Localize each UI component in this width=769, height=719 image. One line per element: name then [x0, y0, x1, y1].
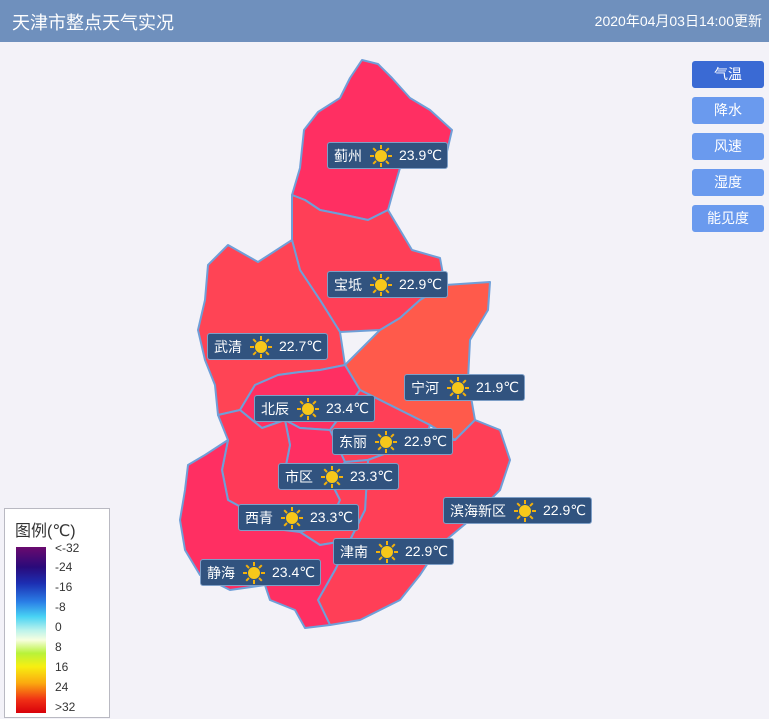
legend-tick: 24 [55, 680, 69, 694]
humidity-button[interactable]: 湿度 [692, 169, 764, 196]
legend-tick: -24 [55, 560, 73, 574]
legend-tick: >32 [55, 700, 76, 714]
station-temp: 22.9℃ [399, 276, 442, 292]
visibility-button[interactable]: 能见度 [692, 205, 764, 232]
station-temp: 23.4℃ [272, 564, 315, 580]
station-label-xiqing[interactable]: 西青 23.3℃ [238, 504, 359, 531]
station-temp: 23.3℃ [310, 509, 353, 525]
station-temp: 23.4℃ [326, 400, 369, 416]
legend-title: 图例(℃) [15, 523, 76, 540]
station-temp: 22.7℃ [279, 338, 322, 354]
legend-tick: 16 [55, 660, 69, 674]
temperature-button[interactable]: 气温 [692, 61, 764, 88]
legend-tick: 8 [55, 640, 62, 654]
header-bar: 天津市整点天气实况 2020年04月03日14:00更新 [0, 0, 769, 42]
sun-icon [446, 376, 470, 400]
sun-icon [369, 273, 393, 297]
legend-tick: <-32 [55, 541, 80, 555]
station-label-jinnan[interactable]: 津南 22.9℃ [333, 538, 454, 565]
sun-icon [369, 144, 393, 168]
station-temp: 23.3℃ [350, 468, 393, 484]
station-name: 滨海新区 [450, 502, 506, 519]
sun-icon [249, 335, 273, 359]
page-title: 天津市整点天气实况 [12, 13, 174, 33]
station-label-wuqing[interactable]: 武清 22.7℃ [207, 333, 328, 360]
sun-icon [296, 397, 320, 421]
legend-color-bar [16, 547, 46, 713]
station-label-dongli[interactable]: 东丽 22.9℃ [332, 428, 453, 455]
update-time: 2020年04月03日14:00更新 [594, 13, 762, 29]
station-name: 蓟州 [334, 147, 362, 164]
sun-icon [375, 540, 399, 564]
legend-tick: -8 [55, 600, 66, 614]
station-name: 西青 [245, 509, 273, 526]
station-label-ninghe[interactable]: 宁河 21.9℃ [404, 374, 525, 401]
sun-icon [280, 506, 304, 530]
precipitation-button[interactable]: 降水 [692, 97, 764, 124]
legend-tick: -16 [55, 580, 73, 594]
station-name: 东丽 [339, 433, 367, 450]
station-label-jizhou[interactable]: 蓟州 23.9℃ [327, 142, 448, 169]
station-temp: 22.9℃ [543, 502, 586, 518]
legend: 图例(℃) <-32 -24 -16 -8 0 8 16 24 >32 [4, 508, 110, 718]
legend-tick: 0 [55, 620, 62, 634]
layer-buttons: 气温 降水 风速 湿度 能见度 [692, 61, 764, 241]
station-name: 宝坻 [334, 276, 362, 293]
station-temp: 21.9℃ [476, 379, 519, 395]
sun-icon [320, 465, 344, 489]
station-name: 宁河 [411, 379, 439, 396]
station-name: 津南 [340, 543, 368, 560]
sun-icon [374, 430, 398, 454]
wind-speed-button[interactable]: 风速 [692, 133, 764, 160]
station-name: 静海 [207, 564, 235, 581]
station-name: 市区 [285, 468, 313, 485]
station-label-jinghai[interactable]: 静海 23.4℃ [200, 559, 321, 586]
station-temp: 22.9℃ [405, 543, 448, 559]
station-label-binhai[interactable]: 滨海新区 22.9℃ [443, 497, 592, 524]
station-name: 北辰 [261, 400, 289, 417]
sun-icon [513, 499, 537, 523]
station-temp: 23.9℃ [399, 147, 442, 163]
station-label-beichen[interactable]: 北辰 23.4℃ [254, 395, 375, 422]
station-label-baodi[interactable]: 宝坻 22.9℃ [327, 271, 448, 298]
region-jizhou[interactable] [291, 59, 453, 221]
sun-icon [242, 561, 266, 585]
station-temp: 22.9℃ [404, 433, 447, 449]
station-label-urban[interactable]: 市区 23.3℃ [278, 463, 399, 490]
station-name: 武清 [214, 338, 242, 355]
